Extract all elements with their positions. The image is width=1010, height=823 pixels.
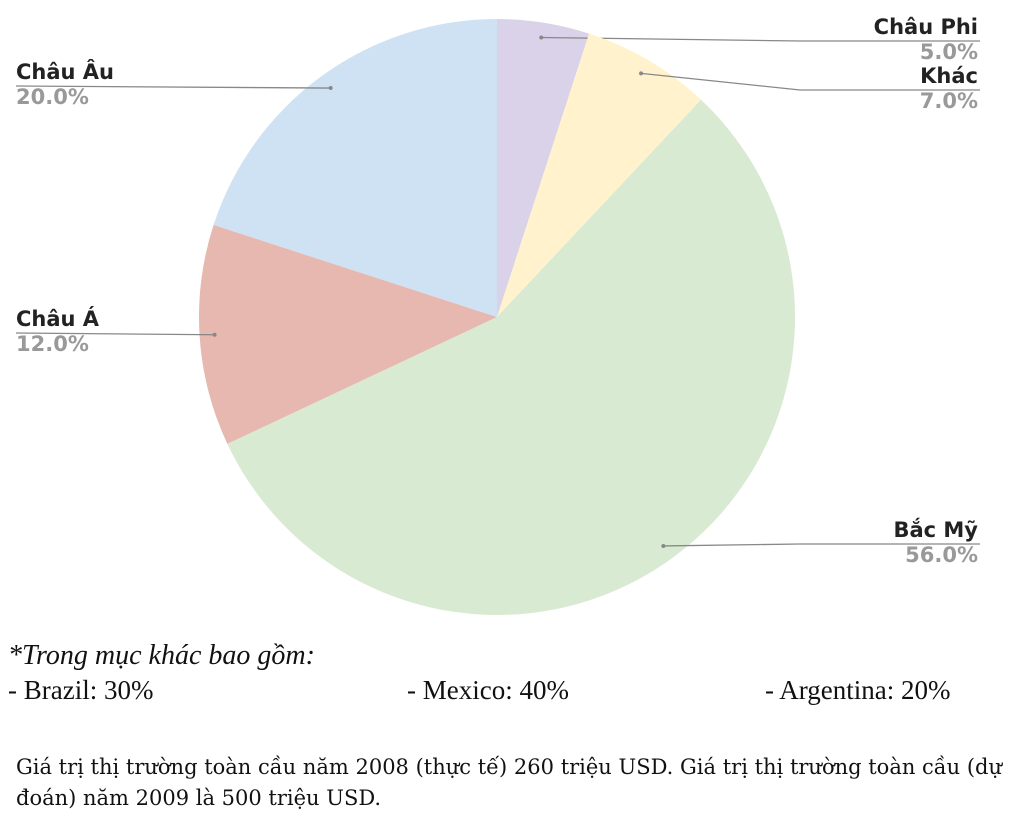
leader-dot bbox=[661, 543, 666, 548]
leader-line bbox=[15, 85, 331, 89]
slice-value-label: 20.0% bbox=[16, 85, 89, 109]
leader-line bbox=[541, 36, 980, 42]
note-title: *Trong mục khác bao gồm: bbox=[8, 640, 315, 671]
leader-line bbox=[640, 72, 980, 91]
pie-slice bbox=[213, 19, 498, 317]
pie-slice bbox=[199, 224, 497, 444]
pie-slice bbox=[497, 33, 701, 318]
note-item: - Argentina: 20% bbox=[765, 675, 951, 705]
note-item: - Mexico: 40% bbox=[407, 675, 569, 705]
slice-label: Châu Á bbox=[16, 306, 100, 331]
slice-label: Châu Âu bbox=[16, 59, 114, 84]
slice-label: Châu Phi bbox=[874, 15, 978, 39]
pie-slice bbox=[227, 99, 795, 615]
slice-value-label: 12.0% bbox=[16, 332, 89, 356]
slice-value-label: 56.0% bbox=[905, 543, 978, 567]
footnote: Giá trị thị trường toàn cầu năm 2008 (th… bbox=[16, 755, 1003, 810]
leader-dot bbox=[639, 71, 644, 76]
slice-value-label: 7.0% bbox=[920, 89, 978, 113]
leader-line bbox=[663, 543, 980, 547]
leader-line bbox=[15, 332, 215, 336]
slice-value-label: 5.0% bbox=[920, 40, 978, 64]
slice-label: Bắc Mỹ bbox=[893, 517, 978, 542]
pie-slice bbox=[497, 19, 590, 317]
slice-label: Khác bbox=[920, 64, 978, 88]
leader-dot bbox=[328, 86, 333, 91]
leader-dot bbox=[212, 332, 217, 337]
leader-dot bbox=[539, 35, 544, 40]
note-item: - Brazil: 30% bbox=[8, 675, 154, 705]
